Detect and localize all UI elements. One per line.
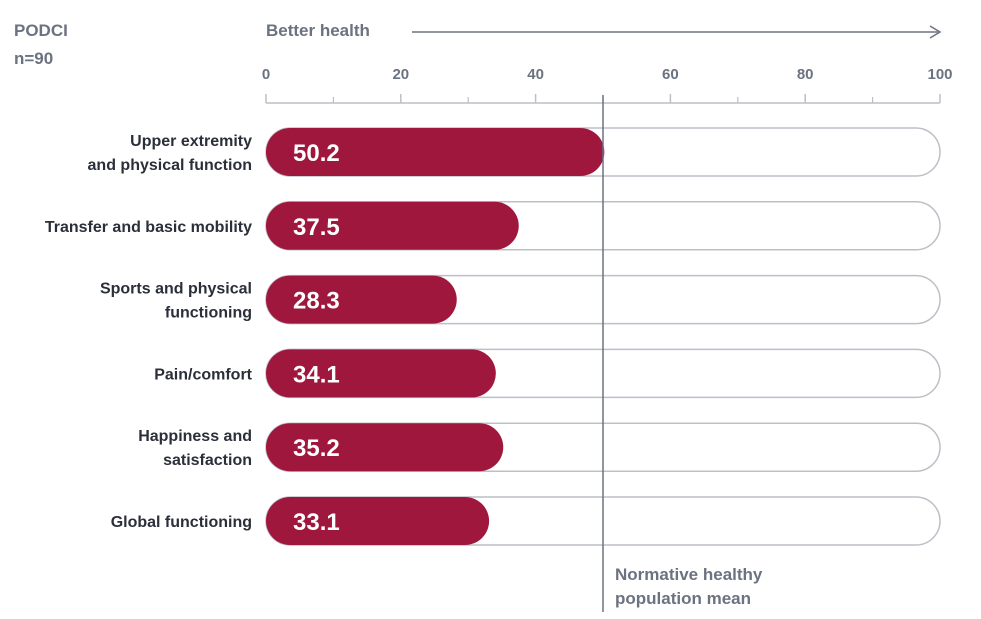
- bar: [266, 423, 504, 472]
- category-label: satisfaction: [163, 452, 252, 469]
- bar-value-label: 33.1: [293, 509, 340, 536]
- bar-row: 34.1 Pain/comfort: [154, 348, 941, 399]
- bar-row: 35.2 Happiness and satisfaction: [138, 422, 941, 472]
- category-label: functioning: [165, 305, 252, 322]
- bar: [266, 128, 605, 176]
- x-tick-label: 100: [927, 66, 952, 83]
- x-tick-label: 80: [797, 66, 814, 83]
- bar-value-label: 50.2: [293, 140, 340, 167]
- bar: [266, 349, 496, 398]
- bar-value-label: 35.2: [293, 435, 340, 462]
- bar-value-label: 37.5: [293, 214, 340, 241]
- bar: [266, 201, 519, 250]
- bar-row: 37.5 Transfer and basic mobility: [45, 201, 941, 251]
- chart-title: PODCI: [14, 21, 68, 40]
- direction-label: Better health: [266, 21, 370, 40]
- category-label: Upper extremity: [130, 133, 252, 150]
- category-label: Happiness and: [138, 428, 252, 445]
- category-label: Transfer and basic mobility: [45, 219, 252, 236]
- reference-line-label: Normative healthy: [615, 565, 763, 584]
- category-label: Pain/comfort: [154, 366, 252, 383]
- bar-value-label: 34.1: [293, 361, 340, 388]
- reference-line-group: Normative healthy population mean: [602, 95, 763, 612]
- category-label: Global functioning: [111, 514, 252, 531]
- bar-row: 50.2 Upper extremity and physical function: [88, 127, 941, 177]
- category-label: Sports and physical: [100, 281, 252, 298]
- x-tick-label: 40: [527, 66, 544, 83]
- bar: [266, 497, 490, 545]
- x-tick-label: 20: [392, 66, 409, 83]
- x-tick-label: 0: [262, 66, 270, 83]
- x-tick-label: 60: [662, 66, 679, 83]
- direction-arrow: [412, 25, 942, 39]
- x-axis: 0 20 40 60 80 100: [262, 66, 953, 104]
- reference-line-label: population mean: [615, 589, 751, 608]
- bar: [266, 275, 457, 324]
- category-label: and physical function: [88, 157, 252, 174]
- sample-size: n=90: [14, 49, 53, 68]
- bar-value-label: 28.3: [293, 288, 340, 315]
- bar-row: 33.1 Global functioning: [111, 496, 941, 546]
- bar-row: 28.3 Sports and physical functioning: [100, 274, 941, 325]
- bars: 50.2 Upper extremity and physical function…: [45, 127, 941, 546]
